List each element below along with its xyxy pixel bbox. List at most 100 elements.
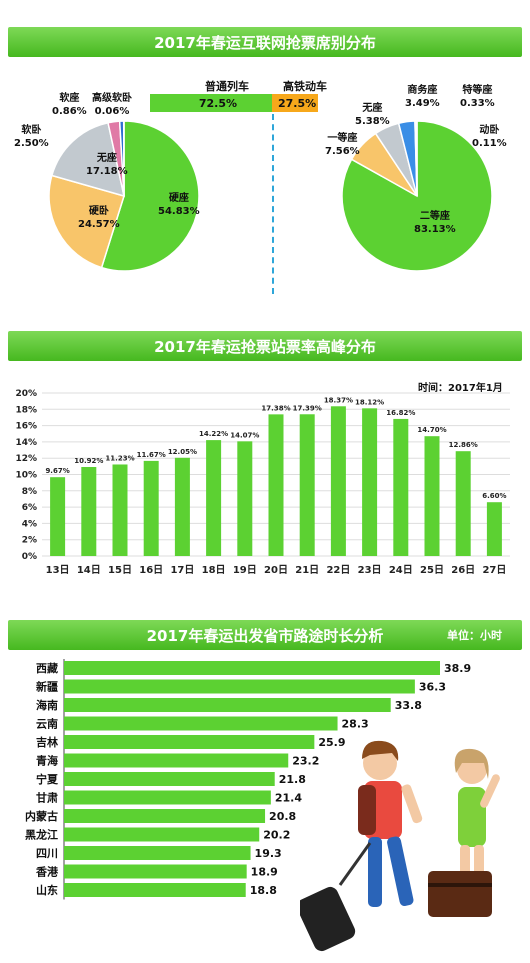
train-type-highspeed-name: 高铁动车 — [283, 80, 327, 93]
bar — [50, 477, 66, 556]
x-tick-label: 21日 — [295, 564, 319, 576]
slice-label-ruanwo: 软卧 2.50% — [14, 125, 49, 149]
bar — [112, 464, 128, 556]
hbar-category-label: 山东 — [36, 883, 58, 897]
hbar — [64, 716, 338, 731]
hbar — [64, 661, 440, 675]
hbar — [64, 883, 246, 897]
bar — [174, 457, 190, 556]
bar — [424, 436, 440, 556]
pie-slice — [48, 174, 125, 269]
section-title-duration: 2017年春运出发省市路途时长分析 单位：小时 — [8, 620, 522, 650]
slice-label-wuzuo-hs: 无座 5.38% — [355, 103, 390, 127]
x-tick-label: 22日 — [326, 564, 350, 576]
hbar-category-label: 青海 — [36, 754, 58, 768]
hbar — [64, 735, 315, 749]
bar — [237, 441, 253, 556]
hbar-category-label: 宁夏 — [36, 772, 59, 786]
hbar-category-label: 新疆 — [36, 680, 58, 694]
hbar — [64, 827, 260, 842]
bar-value-label: 18.12% — [355, 398, 384, 406]
y-tick-label: 8% — [22, 487, 37, 497]
bar — [206, 440, 222, 556]
hbar — [64, 679, 415, 694]
bar — [393, 418, 409, 556]
bar-value-label: 10.92% — [74, 457, 103, 465]
section-title-peak: 2017年春运抢票站票率高峰分布 — [8, 331, 522, 361]
y-tick-label: 4% — [22, 519, 37, 529]
slice-label-dongwo: 动卧 0.11% — [472, 125, 507, 149]
hbar-value-label: 20.2 — [263, 829, 290, 842]
bar — [362, 408, 378, 556]
hbar — [64, 753, 289, 768]
bar-value-label: 14.22% — [199, 430, 228, 438]
train-split-regular-bar: 72.5% — [150, 94, 272, 112]
y-tick-label: 0% — [22, 552, 37, 562]
y-tick-label: 2% — [22, 536, 37, 546]
bar-value-label: 12.05% — [168, 448, 197, 456]
slice-label-tedengzuo: 特等座 0.33% — [460, 85, 495, 109]
hbar-category-label: 云南 — [36, 717, 58, 731]
x-tick-label: 24日 — [389, 564, 413, 576]
pie-slice — [415, 120, 418, 197]
slice-label-shangwuzuo: 商务座 3.49% — [405, 85, 440, 109]
hbar-value-label: 21.4 — [275, 792, 302, 805]
travelers-illustration — [300, 740, 500, 952]
x-tick-label: 27日 — [482, 564, 506, 576]
train-split-highspeed-value: 27.5% — [278, 97, 317, 110]
hbar-category-label: 甘肃 — [36, 791, 58, 805]
hbar-category-label: 海南 — [36, 698, 58, 712]
bar-value-label: 11.67% — [137, 451, 166, 459]
slice-label-yingzuo: 硬座 54.83% — [158, 193, 200, 217]
x-tick-label: 26日 — [451, 564, 475, 576]
bar-value-label: 14.07% — [230, 431, 259, 439]
bar — [486, 502, 502, 556]
hbar-category-label: 四川 — [36, 847, 58, 860]
y-tick-label: 20% — [15, 389, 37, 399]
hbar-category-label: 香港 — [35, 865, 59, 879]
hbar — [64, 809, 266, 823]
x-tick-label: 13日 — [46, 564, 70, 576]
bar-value-label: 11.23% — [105, 454, 134, 462]
bar-value-label: 12.86% — [449, 441, 478, 449]
slice-label-yingwo: 硬卧 24.57% — [78, 206, 120, 230]
slice-label-gaojiruanwo: 高级软卧 0.06% — [92, 93, 132, 117]
x-tick-label: 18日 — [202, 564, 226, 576]
hbar-value-label: 20.8 — [269, 810, 296, 823]
bar — [330, 406, 346, 556]
y-tick-label: 14% — [15, 438, 37, 448]
train-type-regular-name: 普通列车 — [205, 80, 249, 93]
peak-time-note: 时间：2017年1月 — [418, 383, 503, 394]
hbar — [64, 864, 247, 879]
hbar-category-label: 黑龙江 — [25, 828, 58, 842]
hbar-value-label: 21.8 — [279, 773, 306, 786]
y-tick-label: 12% — [15, 454, 37, 464]
hbar — [64, 698, 391, 712]
divider-dashed — [272, 114, 274, 294]
y-tick-label: 16% — [15, 422, 37, 432]
bar-value-label: 6.60% — [482, 492, 506, 500]
bar-value-label: 17.38% — [261, 404, 290, 412]
duration-unit: 单位：小时 — [447, 629, 502, 642]
y-tick-label: 18% — [15, 405, 37, 415]
hbar-category-label: 吉林 — [36, 735, 58, 749]
bar — [299, 414, 315, 556]
section-title-ticket-types: 2017年春运互联网抢票席别分布 — [8, 27, 522, 57]
bar-value-label: 9.67% — [45, 467, 69, 475]
traveler-man — [300, 740, 423, 952]
x-tick-label: 25日 — [420, 564, 444, 576]
train-split-highspeed-bar: 27.5% — [272, 94, 318, 112]
hbar-value-label: 36.3 — [419, 681, 446, 694]
slice-label-wuzuo: 无座 17.18% — [86, 153, 128, 177]
hbar-category-label: 内蒙古 — [25, 809, 58, 823]
bar — [81, 467, 97, 556]
traveler-woman — [428, 748, 500, 917]
bar-value-label: 17.39% — [293, 404, 322, 412]
bar — [268, 414, 284, 556]
hbar-value-label: 19.3 — [255, 847, 282, 860]
hbar-value-label: 28.3 — [342, 718, 369, 731]
pie-slice — [100, 120, 200, 272]
x-tick-label: 14日 — [77, 564, 101, 576]
train-split-regular-value: 72.5% — [198, 97, 237, 110]
hbar-value-label: 25.9 — [318, 736, 345, 749]
